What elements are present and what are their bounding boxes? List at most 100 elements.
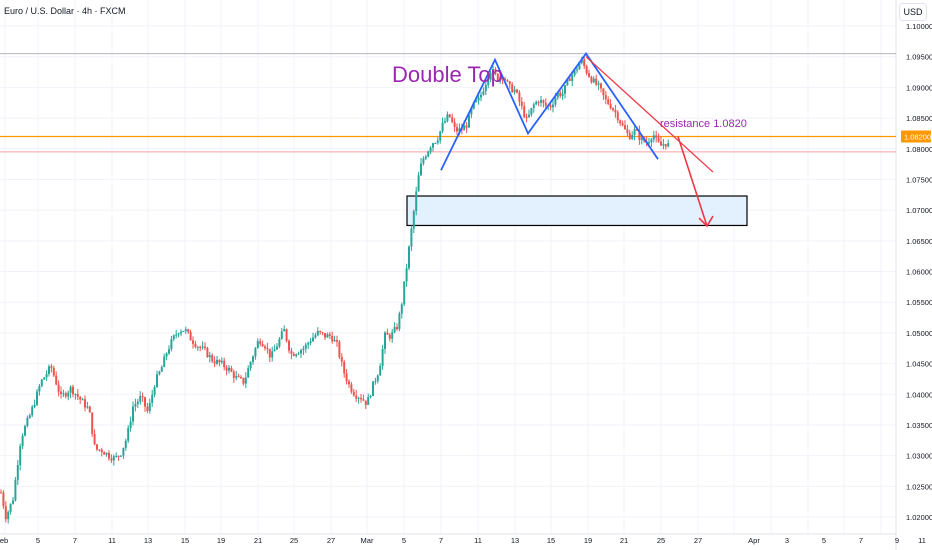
candle-body <box>2 492 5 507</box>
candle-body <box>619 120 622 124</box>
candle-body <box>568 78 571 81</box>
candle-body <box>372 381 374 396</box>
candle-body <box>446 114 449 122</box>
candle-body <box>612 108 614 110</box>
candle-body <box>429 147 432 152</box>
candle-body <box>45 374 48 378</box>
double-top-path <box>440 52 659 171</box>
resistance-label: resistance 1.0820 <box>660 118 747 130</box>
candle-body <box>276 346 278 350</box>
candle-body <box>28 415 31 418</box>
price-tick-label: 1.03500 <box>906 421 932 430</box>
candle-body <box>628 133 631 140</box>
candle-body <box>345 373 348 382</box>
candle-body <box>36 391 38 405</box>
candle-body <box>201 346 204 348</box>
candle-body <box>662 144 665 146</box>
candle-body <box>523 105 526 117</box>
candle-body <box>602 88 605 96</box>
candle-body <box>475 100 478 102</box>
candle-body <box>381 348 384 366</box>
candle-body <box>240 376 242 378</box>
time-tick-label: 19 <box>584 536 592 545</box>
candle-body <box>405 268 408 282</box>
candle-body <box>655 135 658 138</box>
candle-body <box>268 348 271 358</box>
candle-body <box>160 367 163 372</box>
candle-body <box>552 104 554 108</box>
candle-body <box>151 394 154 403</box>
candle-body <box>393 326 396 333</box>
candle-body <box>266 348 269 350</box>
candle-body <box>525 116 528 118</box>
candle-body <box>146 406 149 411</box>
time-tick-label: 11 <box>918 536 926 545</box>
candle-body <box>607 99 610 105</box>
candle-body <box>21 435 24 447</box>
time-tick-label: Apr <box>748 536 760 545</box>
candle-body <box>417 175 420 192</box>
candle-body <box>496 73 499 81</box>
candle-body <box>26 417 29 427</box>
candle-body <box>12 500 14 504</box>
candle-body <box>158 371 161 375</box>
candle-body <box>290 350 293 354</box>
candle-body <box>367 397 370 405</box>
candle-body <box>614 109 617 113</box>
candle-body <box>148 402 151 411</box>
candle-body <box>72 386 74 395</box>
candle-body <box>566 78 569 86</box>
time-tick-label: 3 <box>785 536 789 545</box>
candle-body <box>213 361 216 364</box>
candle-body <box>168 349 170 354</box>
candle-body <box>590 76 593 83</box>
candle-body <box>91 412 94 434</box>
candle-body <box>187 329 190 332</box>
candle-body <box>597 83 600 85</box>
candle-body <box>388 334 391 339</box>
candle-body <box>384 332 386 349</box>
candle-body <box>86 406 89 408</box>
candle-body <box>31 406 34 416</box>
candle-body <box>540 100 542 103</box>
candle-body <box>88 406 91 413</box>
candle-body <box>232 371 235 378</box>
candle-body <box>506 80 509 82</box>
candle-body <box>573 70 576 76</box>
candle-body <box>633 129 636 135</box>
candle-body <box>283 329 286 332</box>
price-tick-label: 1.02500 <box>906 482 932 491</box>
time-tick-label: 27 <box>327 536 335 545</box>
candle-body <box>432 143 434 148</box>
currency-button[interactable]: USD <box>899 3 927 21</box>
price-tick-label: 1.03000 <box>906 452 932 461</box>
candle-body <box>264 346 266 349</box>
candle-body <box>609 104 612 109</box>
candle-body <box>184 329 187 332</box>
candle-body <box>561 93 564 96</box>
candle-body <box>124 440 127 448</box>
candle-body <box>235 376 238 378</box>
candle-body <box>451 117 454 123</box>
candle-body <box>69 386 72 393</box>
candle-body <box>412 211 415 229</box>
candle-body <box>163 356 166 368</box>
candle-body <box>350 384 353 392</box>
candle-body <box>223 360 226 368</box>
price-tick-label: 1.04000 <box>906 390 932 399</box>
candle-body <box>518 92 521 102</box>
candle-body <box>206 348 209 358</box>
candle-body <box>528 114 530 117</box>
candle-body <box>667 143 670 147</box>
candle-body <box>472 101 475 109</box>
candle-body <box>444 121 446 123</box>
candle-body <box>247 368 250 378</box>
price-tick-label: 1.05500 <box>906 298 932 307</box>
candle-body <box>424 156 427 159</box>
candle-body <box>564 85 566 94</box>
candle-body <box>60 391 62 394</box>
candle-body <box>465 125 468 128</box>
pattern-label: Double Top <box>392 62 503 87</box>
price-tick-label: 1.07000 <box>906 206 932 215</box>
